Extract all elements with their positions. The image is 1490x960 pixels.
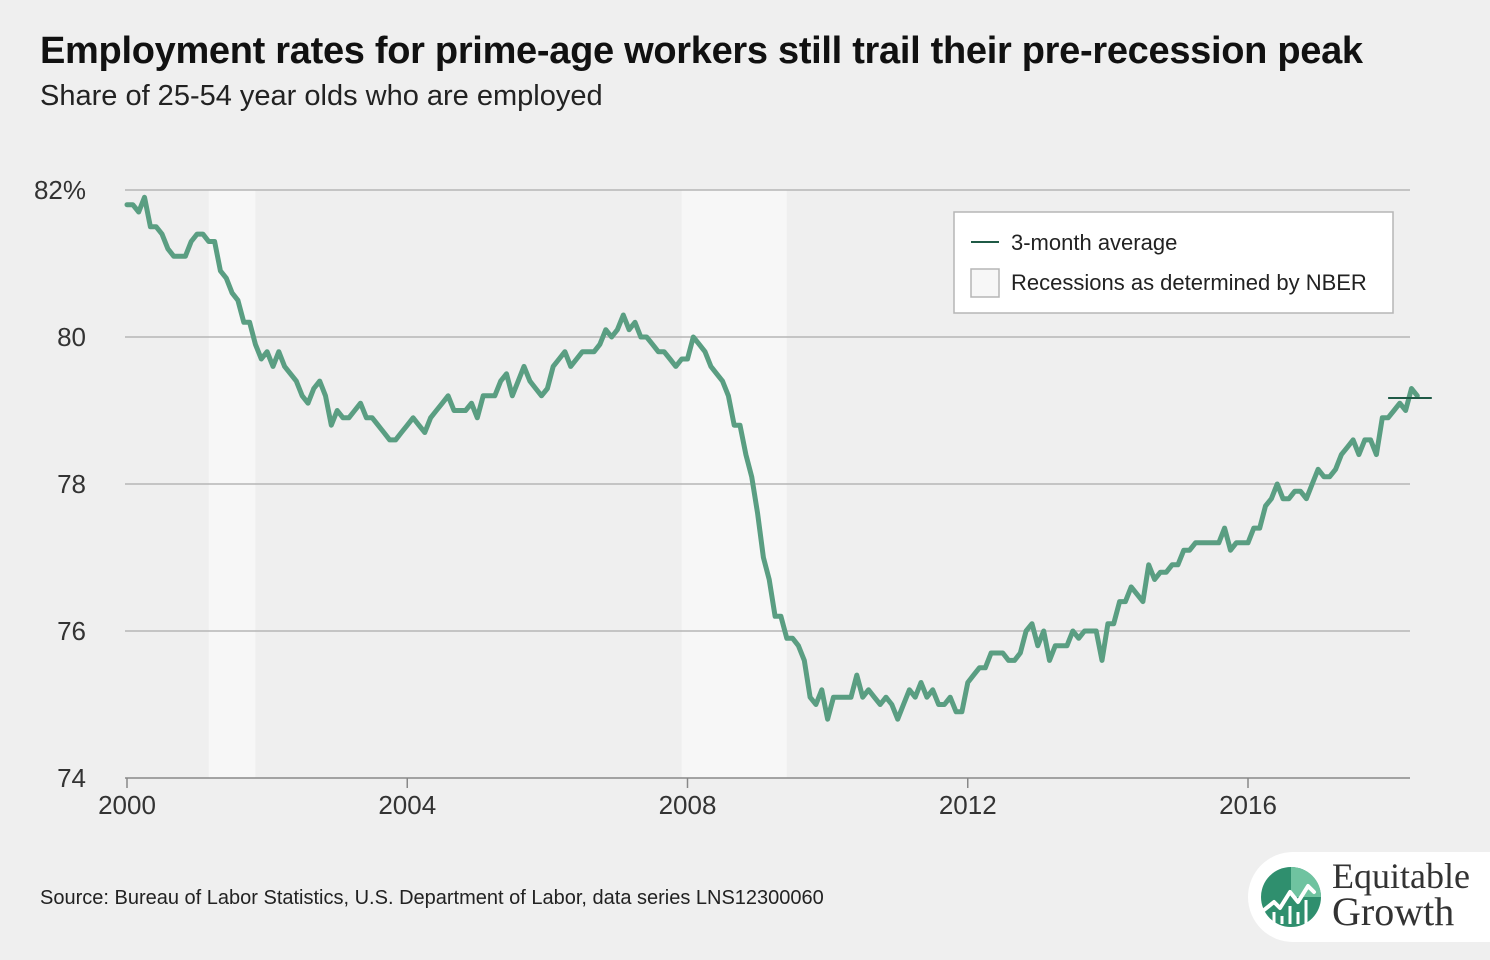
axes: 82% 80 78 76 74 2000 2004 2008 2012 2016 <box>34 175 1277 820</box>
y-tick-label: 78 <box>57 469 86 499</box>
chart-subtitle: Share of 25-54 year olds who are employe… <box>40 80 603 112</box>
legend: 3-month average Recessions as determined… <box>953 211 1394 314</box>
y-tick-label: 74 <box>57 763 86 793</box>
gridlines <box>125 189 1410 779</box>
y-tick-label: 80 <box>57 322 86 352</box>
legend-box <box>953 211 1394 314</box>
employment-rate-line <box>124 194 1420 722</box>
source-note: Source: Bureau of Labor Statistics, U.S.… <box>40 887 824 909</box>
series <box>124 194 1432 722</box>
y-tick-label: 82% <box>34 175 86 205</box>
chart-title: Employment rates for prime-age workers s… <box>40 30 1363 72</box>
legend-recession-swatch <box>970 268 1000 298</box>
x-tick-label: 2004 <box>378 790 436 820</box>
logo-line-2: Growth <box>1332 889 1455 934</box>
growth-chart-logo-icon <box>1261 867 1321 927</box>
x-tick-label: 2000 <box>98 790 156 820</box>
logo-line-1: Equitable <box>1332 856 1470 896</box>
legend-label-average: 3-month average <box>1011 230 1177 255</box>
equitable-growth-logo: Equitable Growth <box>1248 852 1490 942</box>
x-tick-label: 2012 <box>939 790 997 820</box>
legend-label-recession: Recessions as determined by NBER <box>1011 270 1367 295</box>
y-tick-label: 76 <box>57 616 86 646</box>
x-tick-label: 2008 <box>659 790 717 820</box>
employment-rate-chart: 82% 80 78 76 74 2000 2004 2008 2012 2016 3-month … <box>34 175 1432 820</box>
x-tick-label: 2016 <box>1219 790 1277 820</box>
logo-wordmark: Equitable Growth <box>1332 856 1470 934</box>
